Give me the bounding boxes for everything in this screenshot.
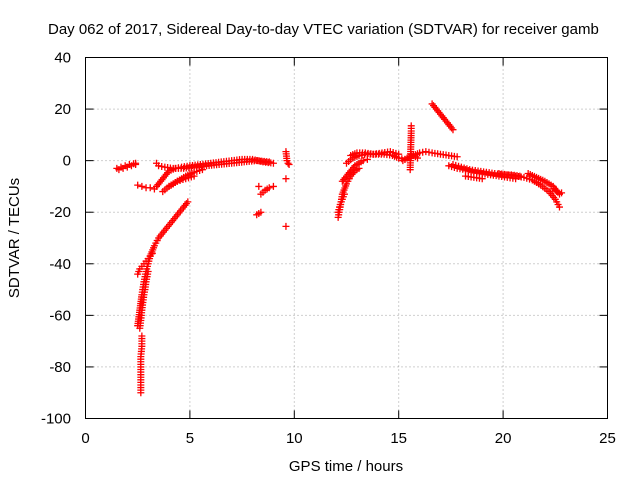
x-tick-label: 15 <box>390 430 407 447</box>
data-point <box>265 184 273 192</box>
data-point <box>478 175 486 183</box>
x-tick-label: 5 <box>186 430 194 447</box>
data-point <box>406 166 414 174</box>
data-point <box>198 166 206 174</box>
data-point <box>269 182 277 190</box>
chart-title: Day 062 of 2017, Sidereal Day-to-day VTE… <box>48 21 599 38</box>
x-tick-label: 25 <box>599 430 616 447</box>
y-tick-label: 0 <box>63 153 71 170</box>
data-point <box>138 332 146 340</box>
y-tick-label: 40 <box>54 50 71 67</box>
y-tick-label: -80 <box>49 359 71 376</box>
y-tick-label: -40 <box>49 256 71 273</box>
grid-lines <box>85 57 608 419</box>
y-tick-label: -100 <box>41 411 71 428</box>
data-point <box>558 189 566 197</box>
data-point <box>453 153 461 161</box>
data-point <box>413 154 421 162</box>
y-tick-label: 20 <box>54 101 71 118</box>
data-point <box>282 222 290 230</box>
data-point <box>285 161 293 169</box>
data-point <box>284 159 292 167</box>
data-point <box>152 159 160 167</box>
data-point <box>144 268 152 276</box>
y-tick-label: -20 <box>49 204 71 221</box>
x-tick-label: 0 <box>81 430 89 447</box>
data-point <box>134 181 142 189</box>
axis-ticks <box>85 57 608 419</box>
data-point <box>148 249 156 257</box>
data-point <box>127 162 135 170</box>
data-point <box>449 126 457 134</box>
data-point <box>184 198 192 206</box>
x-tick-labels: 0 5 10 15 20 25 <box>81 430 616 447</box>
plot-frame <box>85 57 608 419</box>
data-point <box>282 175 290 183</box>
x-tick-label: 10 <box>286 430 303 447</box>
data-point <box>255 182 263 190</box>
data-point <box>553 188 561 196</box>
x-axis-label: GPS time / hours <box>289 458 403 475</box>
data-point <box>395 150 403 158</box>
y-tick-label: -60 <box>49 307 71 324</box>
x-tick-label: 20 <box>495 430 512 447</box>
data-point <box>146 184 154 192</box>
data-point <box>115 166 123 174</box>
data-point <box>123 163 131 171</box>
y-axis-label: SDTVAR / TECUs <box>6 178 23 298</box>
data-point <box>269 159 277 167</box>
data-point <box>359 157 367 165</box>
y-tick-labels: -100 -80 -60 -40 -20 0 20 40 <box>41 50 71 428</box>
data-point <box>555 203 563 211</box>
data-points <box>113 100 566 397</box>
data-point <box>257 208 265 216</box>
data-point <box>138 182 146 190</box>
data-point <box>132 161 140 169</box>
data-point <box>265 158 273 166</box>
data-point <box>119 164 127 172</box>
data-point <box>340 190 348 198</box>
